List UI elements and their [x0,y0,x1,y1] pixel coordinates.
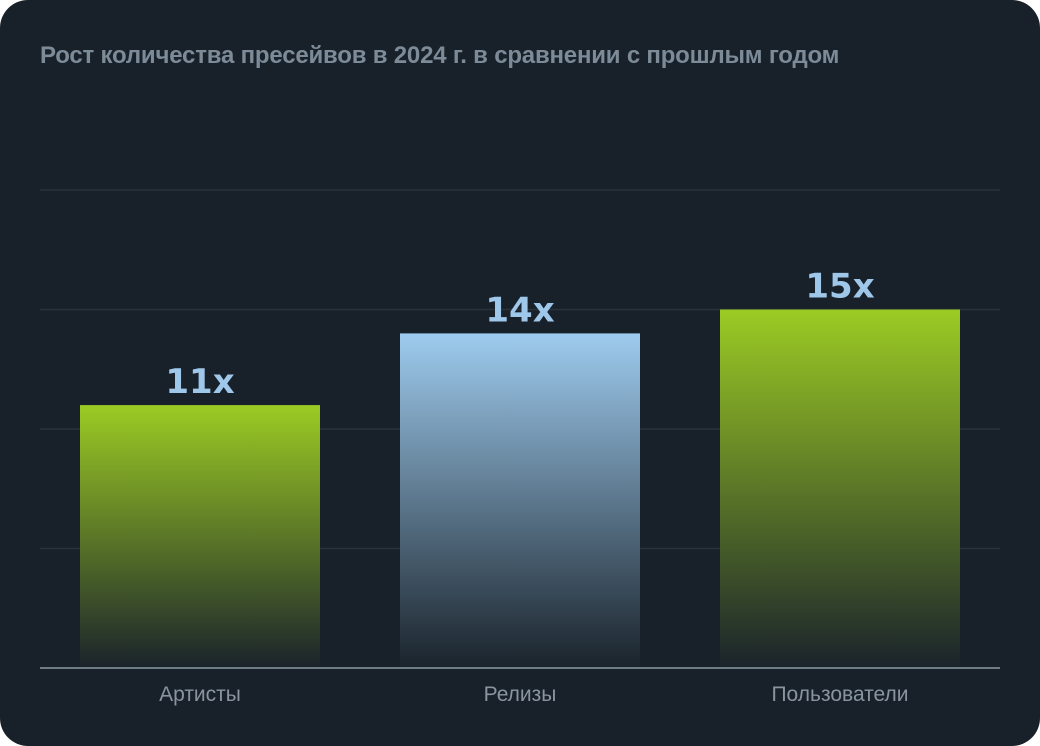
category-label: Пользователи [771,683,908,706]
value-label: 15x [805,267,874,307]
category-label: Артисты [159,683,241,706]
value-label: 11x [165,362,234,402]
bar-2 [400,333,640,668]
bar-1 [80,405,320,668]
value-label: 14x [485,290,554,330]
bar-3 [720,309,960,668]
category-label: Релизы [484,683,557,706]
chart-title: Рост количества пресейвов в 2024 г. в ср… [40,42,840,69]
